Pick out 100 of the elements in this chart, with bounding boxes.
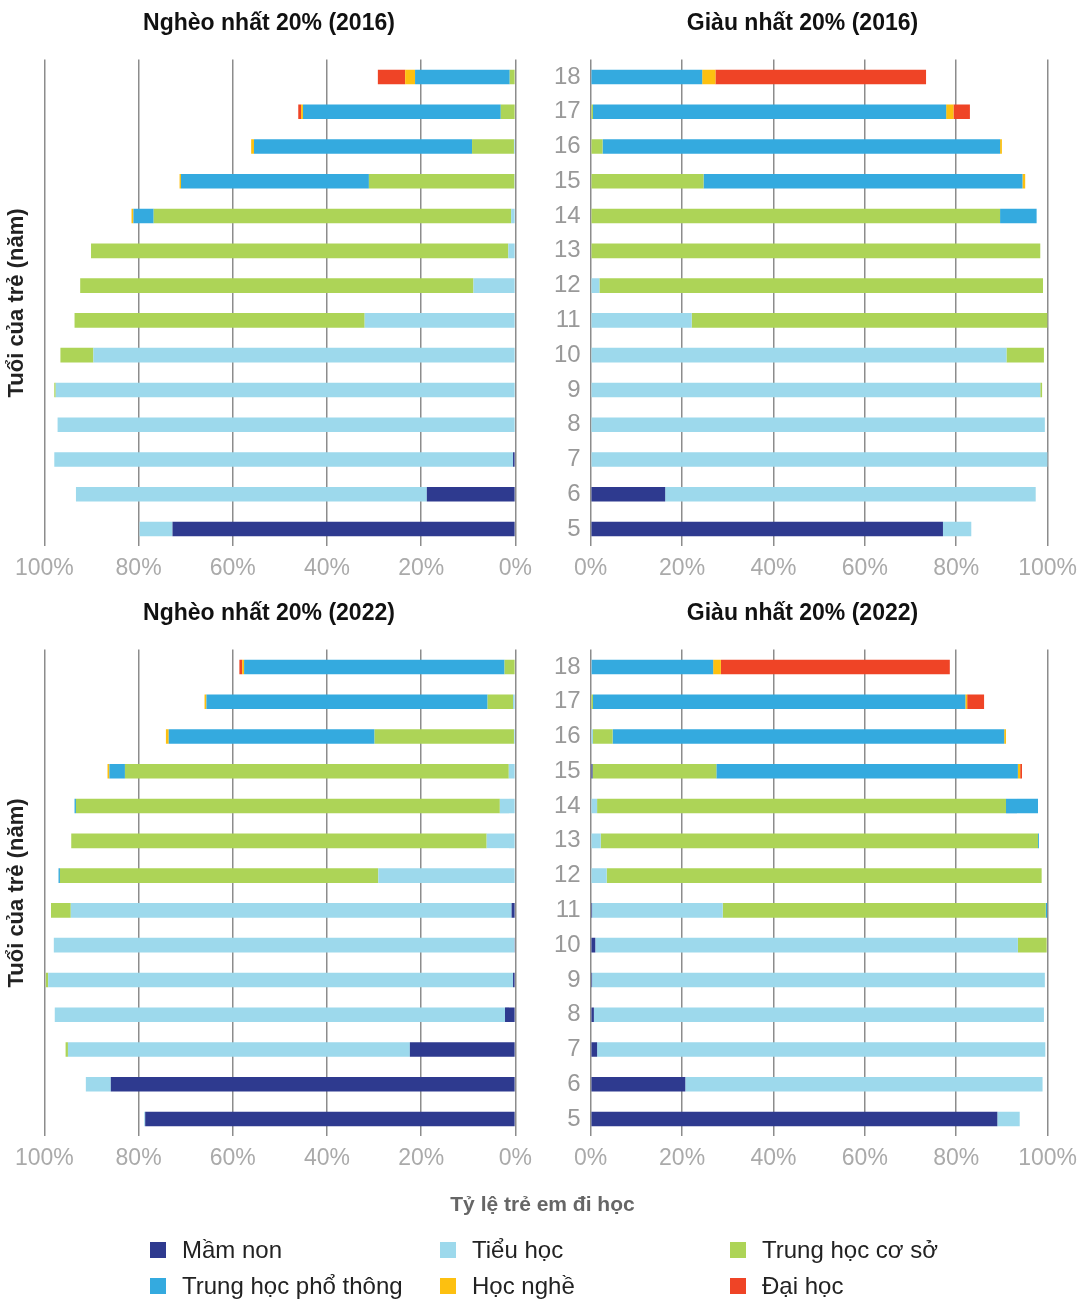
bar: [487, 694, 514, 710]
x-tick-label: 60%: [841, 1143, 888, 1170]
x-tick-label: 100%: [14, 553, 74, 580]
x-tick-label: 0%: [574, 1143, 608, 1170]
bar: [593, 1007, 1044, 1022]
bar: [54, 452, 514, 467]
chart-title: Nghèo nhất 20% (2022): [143, 599, 395, 626]
bar: [599, 278, 1044, 293]
bar: [75, 486, 427, 502]
bar: [691, 313, 1048, 328]
chart-title: Nghèo nhất 20% (2016): [143, 9, 395, 36]
bar: [591, 1111, 998, 1127]
y-tick-label: 9: [567, 964, 581, 992]
bar: [591, 937, 596, 953]
bar: [302, 104, 501, 120]
bar: [165, 729, 169, 744]
bar: [508, 764, 515, 779]
bar: [80, 278, 474, 293]
bar: [67, 1042, 410, 1057]
x-tick-label: 60%: [209, 1143, 256, 1170]
y-tick-label: 8: [567, 409, 581, 437]
y-tick-label: 16: [553, 721, 581, 749]
chart-title: Giàu nhất 20% (2016): [686, 9, 919, 36]
bar: [168, 729, 375, 744]
y-tick-label: 7: [567, 444, 581, 472]
x-tick-label: 40%: [303, 553, 351, 580]
bar: [967, 694, 985, 710]
legend-label: Tiểu học: [472, 1236, 564, 1264]
bar: [592, 729, 613, 744]
bar: [600, 833, 1038, 849]
bar: [595, 937, 1018, 953]
bar: [591, 521, 943, 537]
x-tick-label: 20%: [659, 1143, 706, 1170]
bar: [592, 764, 717, 779]
bar: [1006, 798, 1038, 814]
y-axis-title: Tuổi của trẻ (năm): [3, 798, 29, 988]
bar: [504, 659, 515, 675]
bar: [713, 659, 721, 675]
x-tick-label: 80%: [115, 1143, 162, 1170]
bar: [720, 659, 950, 675]
y-tick-label: 5: [567, 1103, 581, 1131]
x-tick-label: 40%: [303, 1143, 351, 1170]
bar: [499, 798, 515, 814]
bar: [591, 417, 1045, 432]
y-tick-label: 6: [567, 478, 581, 506]
x-tick-label: 100%: [1018, 553, 1077, 580]
bar: [54, 1007, 506, 1022]
y-tick-label: 13: [553, 235, 581, 263]
bar: [377, 69, 406, 85]
x-tick-label: 0%: [574, 553, 608, 580]
bar: [139, 521, 173, 537]
y-tick-label: 15: [553, 755, 581, 783]
bar: [715, 69, 927, 85]
text: Tỷ lệ trẻ em đi học: [449, 1192, 636, 1216]
bar: [592, 972, 1045, 988]
bar: [364, 313, 515, 328]
y-tick-label: 9: [567, 374, 581, 402]
bar: [591, 347, 1007, 363]
x-tick-label: 40%: [750, 1143, 797, 1170]
bar: [1017, 937, 1047, 953]
bar: [591, 139, 603, 154]
y-tick-label: 12: [553, 270, 581, 298]
bar: [591, 659, 714, 675]
bar: [50, 903, 71, 918]
bar: [472, 139, 514, 154]
bar: [591, 833, 601, 849]
bar: [505, 1007, 515, 1022]
bar: [591, 1042, 598, 1057]
y-tick-label: 11: [555, 305, 581, 333]
y-tick-label: 17: [553, 686, 581, 714]
bar: [133, 208, 154, 224]
x-tick-label: 80%: [933, 1143, 980, 1170]
bar: [591, 486, 666, 502]
bar: [685, 1076, 1043, 1092]
bar: [591, 452, 1048, 467]
bar: [415, 69, 510, 85]
bar: [55, 382, 515, 398]
legend-label: Mầm non: [182, 1236, 283, 1264]
y-tick-label: 5: [567, 513, 581, 541]
bar: [508, 243, 515, 259]
bar: [180, 174, 369, 189]
bar: [602, 139, 1001, 154]
x-tick-label: 20%: [398, 553, 445, 580]
bar: [409, 1042, 515, 1057]
bar: [244, 659, 505, 675]
legend-label: Học nghề: [472, 1272, 575, 1300]
bar: [591, 243, 1041, 259]
bar: [75, 798, 500, 814]
bar: [405, 69, 416, 85]
bar: [53, 937, 515, 953]
bar: [665, 486, 1036, 502]
y-tick-label: 8: [567, 999, 581, 1027]
x-tick-label: 100%: [14, 1143, 74, 1170]
bar: [473, 278, 515, 293]
bar: [591, 313, 692, 328]
bar: [57, 417, 515, 432]
bar: [145, 1111, 515, 1127]
bar: [612, 729, 1005, 744]
bar: [942, 521, 972, 537]
y-tick-label: 12: [553, 860, 581, 888]
